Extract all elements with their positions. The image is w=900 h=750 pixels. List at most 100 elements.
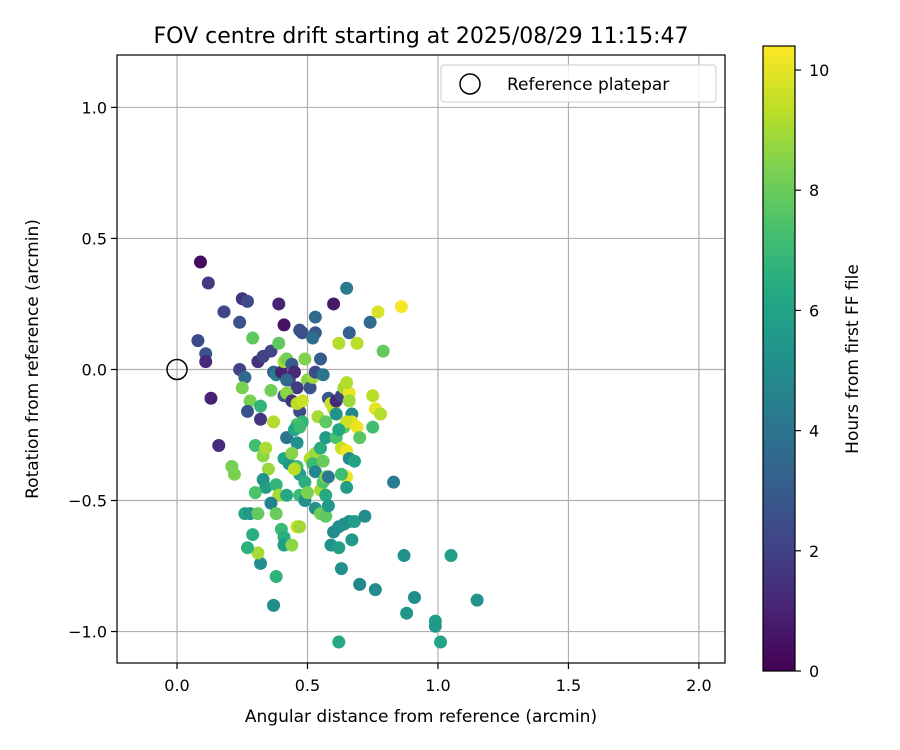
data-point [366, 420, 380, 434]
colorbar-tick-label: 4 [809, 422, 819, 441]
data-point [306, 331, 320, 345]
colorbar-tick-label: 0 [809, 662, 819, 681]
data-point [340, 480, 354, 494]
y-ticks: −1.0 −0.5 0.0 0.5 1.0 [68, 98, 117, 642]
data-point [246, 528, 260, 542]
data-point [353, 431, 367, 445]
legend-label: Reference platepar [507, 75, 669, 95]
data-point [342, 326, 356, 340]
data-point [199, 355, 213, 369]
data-point [345, 533, 359, 547]
data-point [314, 441, 328, 455]
data-point [280, 373, 294, 387]
data-point [240, 541, 254, 555]
data-point [267, 415, 281, 429]
data-point [332, 423, 346, 437]
data-point [353, 577, 367, 591]
data-point [293, 520, 307, 534]
data-point [269, 507, 283, 521]
data-point [217, 305, 231, 319]
data-point [332, 635, 346, 649]
data-point [428, 619, 442, 633]
data-point [332, 336, 346, 350]
data-point [246, 331, 260, 345]
data-point [272, 297, 286, 311]
data-point [319, 488, 333, 502]
y-tick-label: 1.0 [82, 98, 107, 117]
data-point [248, 486, 262, 500]
data-point [358, 509, 372, 523]
x-tick-label: 0.0 [164, 676, 189, 695]
data-point [340, 376, 354, 390]
data-point [334, 562, 348, 576]
data-point [240, 404, 254, 418]
data-point [290, 381, 304, 395]
data-point [334, 467, 348, 481]
data-point [259, 441, 273, 455]
data-points [166, 255, 484, 649]
data-point [303, 381, 317, 395]
data-point [293, 420, 307, 434]
data-point [400, 606, 414, 620]
reference-marker [166, 358, 188, 381]
data-point [470, 593, 484, 607]
data-point [251, 546, 265, 560]
y-axis-label: Rotation from reference (arcmin) [23, 219, 43, 499]
data-point [280, 488, 294, 502]
data-point [340, 281, 354, 295]
data-point [212, 438, 226, 452]
data-point [269, 478, 283, 492]
data-point [347, 514, 361, 528]
colorbar-tick-label: 6 [809, 301, 819, 320]
data-point [319, 509, 333, 523]
data-point [314, 352, 328, 366]
data-point [363, 315, 377, 329]
data-point [329, 407, 343, 421]
data-point [308, 310, 322, 324]
data-point [227, 467, 241, 481]
data-point [269, 570, 283, 584]
data-point [300, 486, 314, 500]
data-point [235, 381, 249, 395]
data-point [243, 394, 257, 408]
data-point [238, 370, 252, 384]
legend: Reference platepar [440, 64, 717, 103]
data-point [272, 336, 286, 350]
colorbar-ticks: 0 2 4 6 8 10 [795, 61, 829, 681]
data-point [342, 394, 356, 408]
x-tick-label: 0.5 [295, 676, 320, 695]
data-point [201, 276, 215, 290]
data-point [371, 305, 385, 319]
data-point [287, 462, 301, 476]
data-point [285, 538, 299, 552]
data-point [347, 454, 361, 468]
data-point [321, 470, 335, 484]
data-point [350, 420, 364, 434]
data-point [319, 415, 333, 429]
x-tick-label: 1.5 [556, 676, 581, 695]
data-point [387, 475, 401, 489]
data-point [316, 454, 330, 468]
data-point [308, 465, 322, 479]
colorbar-gradient [762, 45, 796, 672]
data-point [233, 315, 247, 329]
data-point [264, 496, 278, 510]
colorbar-tick-label: 8 [809, 181, 819, 200]
data-point [254, 412, 268, 426]
data-point [332, 541, 346, 555]
data-point [327, 297, 341, 311]
legend-box [440, 64, 717, 103]
data-point [277, 318, 291, 332]
y-tick-label: 0.0 [82, 360, 107, 379]
data-point [316, 368, 330, 382]
data-point [350, 336, 364, 350]
data-point [376, 344, 390, 358]
data-point [366, 389, 380, 403]
data-point [397, 549, 411, 563]
data-point [298, 475, 312, 489]
data-point [295, 394, 309, 408]
data-point [444, 549, 458, 563]
data-point [261, 462, 275, 476]
data-point [319, 431, 333, 445]
